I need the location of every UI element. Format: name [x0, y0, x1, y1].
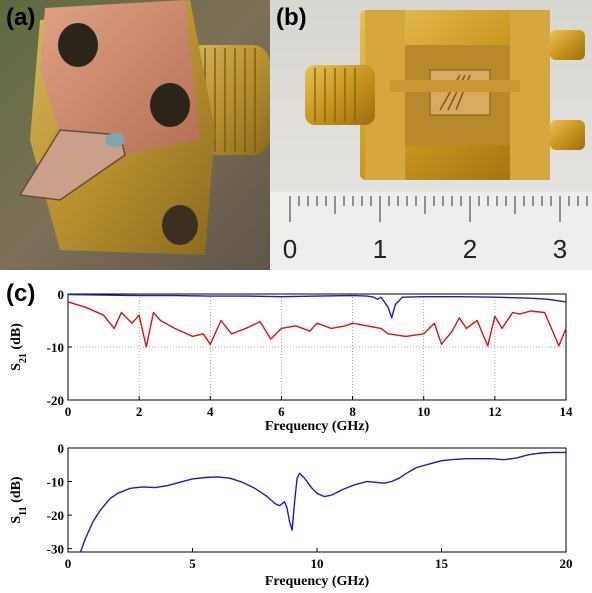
s21-xtick-label-3: 6 — [278, 404, 285, 419]
fixture — [360, 10, 550, 180]
right-rod-top — [550, 30, 585, 60]
panel-label-a: (a) — [6, 4, 36, 31]
ruler-label-1: 1 — [373, 234, 387, 264]
s21-xtick-label-0: 0 — [65, 404, 72, 419]
s11-ylabel: S11 (dB) — [9, 476, 29, 524]
left-sma — [305, 65, 375, 125]
s11-xtick-label-1: 5 — [189, 556, 196, 571]
s21-series-1-line — [67, 301, 567, 348]
s11-xlabel: Frequency (GHz) — [265, 574, 370, 589]
s21-xtick-label-2: 4 — [207, 404, 214, 419]
s21-ylabel: S21 (dB) — [9, 323, 29, 371]
s11-ytick-label-3: -30 — [47, 542, 64, 557]
photo-a-illustration — [0, 0, 270, 270]
ruler-label-3: 3 — [553, 234, 567, 264]
s21-ytick-label-1: -10 — [47, 340, 64, 355]
mount-hole-1 — [58, 23, 98, 67]
s11-xtick-label-3: 15 — [435, 556, 449, 571]
s21-xtick-label-1: 2 — [136, 404, 143, 419]
panel-label-c: (c) — [6, 280, 36, 307]
s11-xtick-label-0: 0 — [65, 556, 72, 571]
s11-ytick-label-2: -20 — [47, 508, 64, 523]
photo-b: 0 1 2 3 (b) — [270, 0, 592, 270]
s21-ytick-label-2: -20 — [47, 393, 64, 408]
s11-series-0-line — [79, 451, 566, 553]
s21-xtick-label-4: 8 — [349, 404, 356, 419]
ruler: 0 1 2 3 — [270, 192, 592, 270]
s11-xtick-label-2: 10 — [311, 556, 324, 571]
ruler-label-0: 0 — [283, 234, 297, 264]
ruler-label-2: 2 — [463, 234, 477, 264]
s21-xtick-label-5: 10 — [417, 404, 430, 419]
probe-joint — [105, 133, 125, 147]
s21-xtick-label-6: 12 — [488, 404, 501, 419]
s11-xtick-label-4: 20 — [560, 556, 573, 571]
photo-a: (a) — [0, 0, 270, 270]
s21-xtick-label-7: 14 — [560, 404, 574, 419]
s21-series-0-line — [67, 293, 567, 319]
s21-xlabel: Frequency (GHz) — [265, 419, 370, 434]
right-rod-bottom — [550, 120, 585, 150]
photo-b-illustration: 0 1 2 3 — [270, 0, 592, 270]
mount-hole-2 — [150, 83, 190, 127]
s11-ytick-label-0: 0 — [58, 441, 65, 456]
mount-hole-3 — [162, 205, 198, 245]
s21-ytick-label-0: 0 — [58, 287, 65, 302]
panel-label-b: (b) — [276, 4, 307, 31]
s11-chart: 0 5 10 15 20 0 -10 -20 -30 Frequency (GHz) S11 (dB… — [9, 441, 573, 589]
s11-plot-frame — [67, 447, 567, 553]
s11-ytick-label-1: -10 — [47, 475, 64, 490]
s21-chart: 0 2 4 6 8 10 12 14 0 -10 -20 Frequency (GHz) S21 (dB… — [9, 287, 574, 434]
copper-probe — [18, 129, 126, 201]
